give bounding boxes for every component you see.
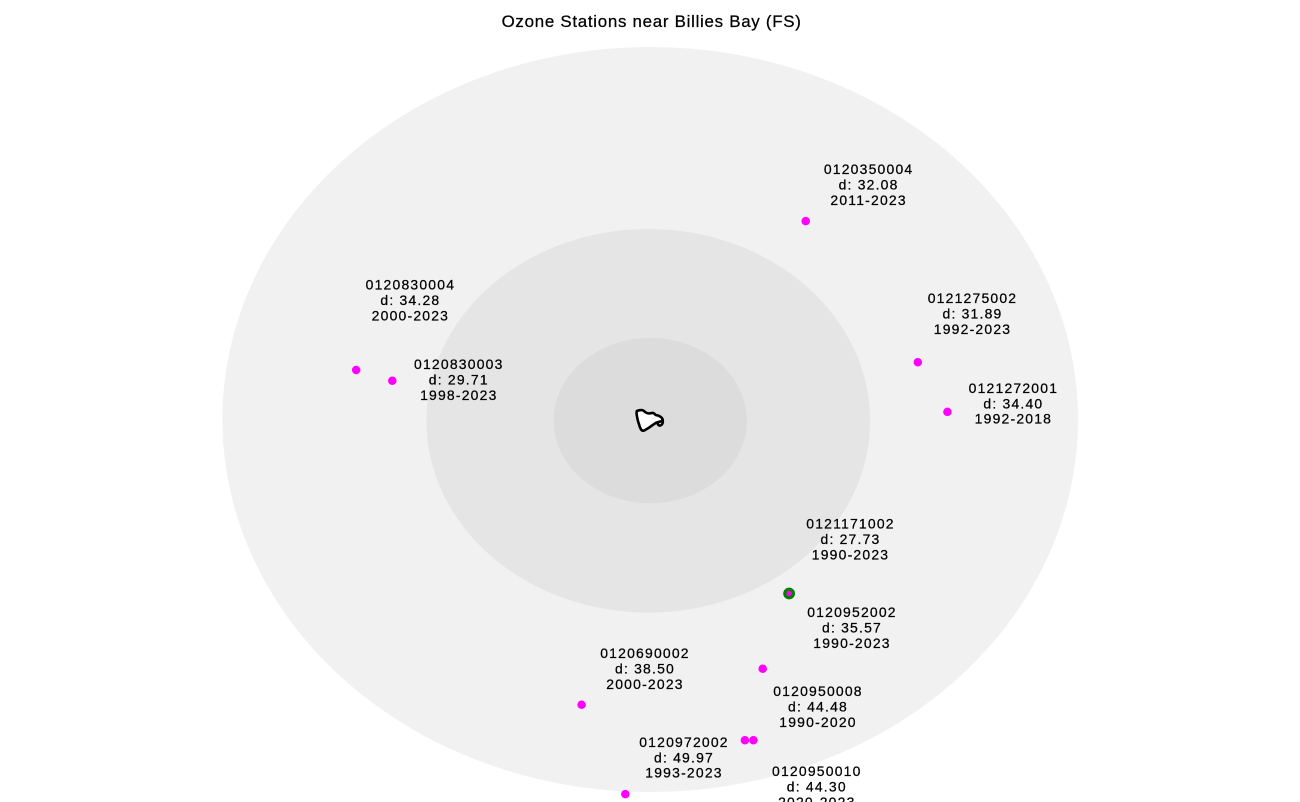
svg-text:d: 38.50: d: 38.50 [615,661,675,677]
svg-text:d: 49.97: d: 49.97 [654,749,714,765]
svg-text:1998-2023: 1998-2023 [420,387,497,403]
svg-text:0120830003: 0120830003 [414,356,504,372]
svg-text:2011-2023: 2011-2023 [830,192,906,208]
svg-text:2000-2023: 2000-2023 [606,676,683,692]
svg-text:d: 32.08: d: 32.08 [839,177,899,193]
svg-text:1992-2023: 1992-2023 [934,321,1011,337]
svg-text:0121275002: 0121275002 [928,290,1018,306]
svg-text:2020-2023: 2020-2023 [778,794,855,802]
svg-text:0120690002: 0120690002 [600,645,690,661]
svg-text:1992-2018: 1992-2018 [975,411,1052,427]
svg-text:0120950008: 0120950008 [773,683,863,699]
svg-text:1990-2023: 1990-2023 [812,547,889,563]
svg-text:0120952002: 0120952002 [807,604,897,620]
svg-text:0120972002: 0120972002 [639,734,729,750]
svg-text:d: 27.73: d: 27.73 [821,531,881,547]
svg-text:1990-2020: 1990-2020 [779,714,856,730]
svg-text:1993-2023: 1993-2023 [645,765,722,781]
svg-text:0121171002: 0121171002 [806,516,894,532]
svg-text:1990-2023: 1990-2023 [813,635,890,651]
svg-text:0120950010: 0120950010 [772,763,862,779]
svg-text:Ozone Stations near Billies Ba: Ozone Stations near Billies Bay (FS) [502,12,802,31]
svg-text:0120350004: 0120350004 [824,161,914,177]
svg-text:d: 29.71: d: 29.71 [429,371,489,387]
svg-text:d: 34.28: d: 34.28 [380,292,440,308]
svg-text:d: 44.48: d: 44.48 [788,699,848,715]
svg-text:d: 31.89: d: 31.89 [943,306,1003,322]
svg-text:0121272001: 0121272001 [969,380,1059,396]
svg-text:d: 35.57: d: 35.57 [822,620,882,636]
svg-text:d: 44.30: d: 44.30 [787,779,847,795]
svg-text:2000-2023: 2000-2023 [372,307,449,323]
svg-text:0120830004: 0120830004 [366,277,456,293]
svg-text:d: 34.40: d: 34.40 [983,395,1043,411]
